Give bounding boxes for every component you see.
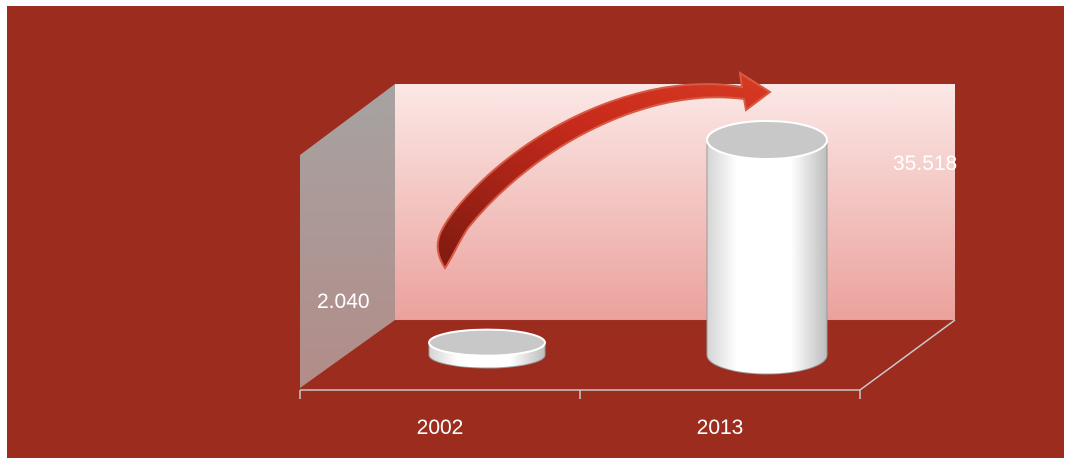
growth-arrow bbox=[436, 70, 772, 270]
data-label-2002: 2.040 bbox=[317, 290, 370, 313]
side-wall bbox=[300, 84, 395, 388]
data-label-2013: 35.518 bbox=[893, 152, 957, 175]
x-tick-label-2002: 2002 bbox=[417, 416, 464, 439]
bar-2002 bbox=[428, 328, 546, 369]
floor-edge bbox=[300, 319, 956, 391]
bar-2013 bbox=[706, 120, 828, 375]
chart-frame: 2.040 35.518 2002 2013 bbox=[7, 6, 1064, 458]
x-tick-label-2013: 2013 bbox=[697, 416, 744, 439]
